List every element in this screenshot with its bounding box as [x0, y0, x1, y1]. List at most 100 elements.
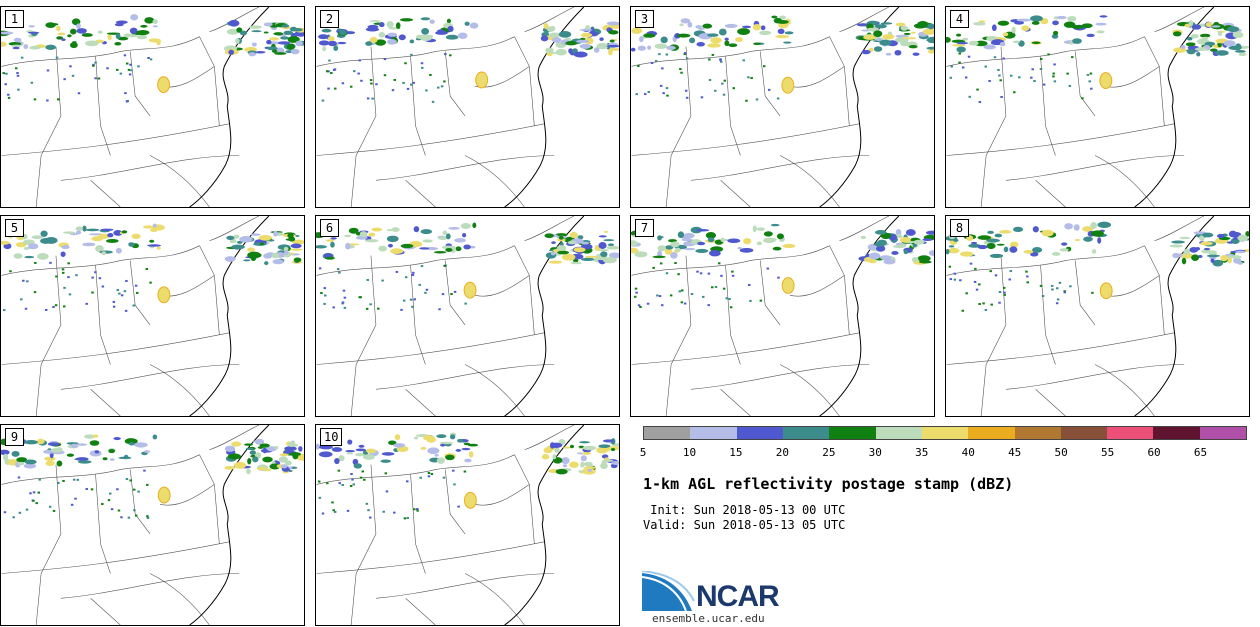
reflectivity-echo [425, 34, 434, 38]
reflectivity-echo [446, 18, 451, 24]
reflectivity-echo [999, 41, 1006, 47]
reflectivity-echo [756, 227, 765, 231]
reflectivity-echo [1186, 48, 1196, 55]
state-border [90, 598, 121, 625]
reflectivity-echo [668, 239, 677, 243]
reflectivity-cell [2, 72, 5, 75]
reflectivity-echo [398, 34, 406, 41]
reflectivity-cell [681, 289, 684, 292]
reflectivity-echo [1180, 253, 1194, 259]
reflectivity-cell [958, 61, 961, 64]
state-border [444, 51, 466, 117]
reflectivity-echo [578, 445, 584, 448]
reflectivity-echo [991, 24, 997, 32]
reflectivity-echo [1096, 30, 1105, 34]
reflectivity-echo [387, 38, 397, 45]
reflectivity-echo [1086, 33, 1095, 38]
reflectivity-echo [325, 239, 335, 242]
reflectivity-cell [975, 288, 979, 291]
reflectivity-cell [72, 478, 76, 481]
reflectivity-echo [1233, 237, 1238, 240]
reflectivity-echo [867, 27, 877, 32]
reflectivity-cell [728, 297, 731, 300]
reflectivity-cell [1039, 284, 1043, 287]
state-border [631, 123, 860, 156]
reflectivity-echo [582, 445, 597, 451]
colorbar-segment [1199, 427, 1247, 439]
reflectivity-echo [867, 244, 876, 251]
state-border [199, 36, 220, 126]
reflectivity-echo [762, 237, 776, 244]
reflectivity-echo [666, 45, 676, 50]
reflectivity-echo [558, 235, 564, 240]
reflectivity-echo [378, 21, 385, 28]
reflectivity-cell [343, 296, 347, 299]
reflectivity-echo [602, 257, 617, 264]
state-border [1154, 7, 1205, 33]
reflectivity-echo [670, 241, 680, 248]
state-border [789, 66, 845, 88]
reflectivity-echo [705, 232, 717, 239]
reflectivity-echo [114, 41, 122, 46]
reflectivity-echo [679, 23, 684, 27]
reflectivity-cell [349, 85, 353, 88]
reflectivity-cell [416, 508, 419, 511]
reflectivity-cell [999, 79, 1002, 82]
reflectivity-echo [752, 24, 762, 31]
reflectivity-cell [127, 68, 131, 71]
reflectivity-echo [928, 250, 934, 256]
reflectivity-echo [436, 457, 445, 464]
reflectivity-echo [1014, 20, 1025, 25]
colorbar-segment [690, 427, 737, 439]
state-border [60, 573, 240, 599]
reflectivity-echo [47, 442, 60, 446]
reflectivity-cell [967, 55, 971, 58]
state-border [759, 260, 781, 326]
reflectivity-echo [239, 236, 253, 243]
reflectivity-cell [1002, 57, 1005, 60]
reflectivity-echo [288, 466, 293, 469]
reflectivity-cell [320, 292, 323, 295]
reflectivity-echo [565, 41, 578, 46]
reflectivity-echo [290, 27, 303, 32]
reflectivity-echo [56, 25, 61, 32]
reflectivity-echo [365, 239, 379, 243]
reflectivity-echo [569, 461, 579, 468]
member-number: 1 [5, 10, 24, 28]
reflectivity-cell [318, 496, 322, 499]
reflectivity-echo [439, 443, 446, 447]
reflectivity-cell [341, 82, 345, 85]
reflectivity-echo [1196, 51, 1201, 57]
reflectivity-echo [1091, 249, 1097, 254]
reflectivity-cell [717, 262, 721, 265]
reflectivity-cell [383, 74, 387, 77]
reflectivity-cell [658, 53, 661, 56]
reflectivity-echo [16, 457, 28, 463]
state-border [35, 46, 62, 207]
member-number: 10 [320, 428, 343, 446]
reflectivity-cell [75, 274, 78, 277]
reflectivity-cell [453, 290, 457, 293]
reflectivity-echo [395, 22, 401, 29]
state-border [35, 464, 62, 625]
reflectivity-echo [1061, 242, 1068, 246]
reflectivity-echo [720, 237, 725, 242]
reflectivity-cell [1033, 80, 1036, 83]
reflectivity-echo [1220, 254, 1228, 262]
reflectivity-echo [463, 442, 471, 446]
reflectivity-cell [137, 490, 140, 493]
reflectivity-cell [325, 70, 329, 73]
member-number: 5 [5, 219, 24, 237]
reflectivity-cell [342, 289, 346, 292]
reflectivity-echo [647, 45, 652, 50]
reflectivity-echo [770, 223, 780, 227]
reflectivity-echo [983, 44, 996, 50]
reflectivity-echo [743, 237, 752, 245]
reflectivity-echo [129, 27, 138, 34]
reflectivity-cell [457, 505, 460, 508]
reflectivity-cell [55, 275, 58, 278]
reflectivity-cell [650, 62, 654, 65]
reflectivity-cell [440, 85, 444, 88]
reflectivity-echo [677, 231, 685, 239]
reflectivity-cell [406, 480, 409, 483]
